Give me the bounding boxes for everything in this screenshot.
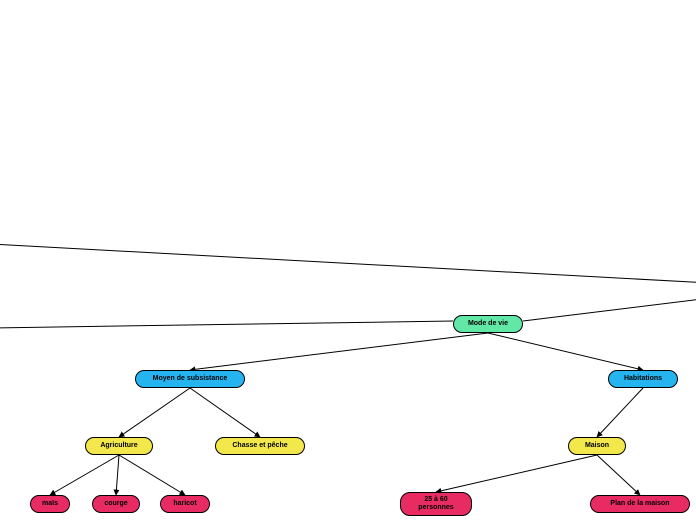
edge <box>50 455 119 495</box>
edge <box>119 388 190 437</box>
node-habit[interactable]: Habitations <box>608 370 678 388</box>
node-pop[interactable]: 25 à 60 personnes <box>400 492 472 516</box>
edge <box>119 455 185 495</box>
node-mais[interactable]: maïs <box>30 495 70 513</box>
node-haricot[interactable]: haricot <box>160 495 210 513</box>
node-maison[interactable]: Maison <box>568 437 626 455</box>
edge <box>597 455 640 495</box>
node-mode[interactable]: Mode de vie <box>453 315 523 333</box>
node-chasse[interactable]: Chasse et pêche <box>215 437 305 455</box>
edge <box>0 244 696 283</box>
node-moyen[interactable]: Moyen de subsistance <box>135 370 245 388</box>
edge <box>116 455 119 495</box>
node-plan[interactable]: Plan de la maison <box>590 495 690 513</box>
edge <box>523 298 696 321</box>
edge <box>488 333 643 370</box>
edge <box>0 321 453 328</box>
node-agri[interactable]: Agriculture <box>85 437 153 455</box>
edge <box>597 388 643 437</box>
edge <box>190 333 488 370</box>
node-courge[interactable]: courge <box>92 495 140 513</box>
mindmap-canvas: Mode de vie Moyen de subsistance Habitatio… <box>0 0 696 520</box>
edge <box>436 455 597 492</box>
edge <box>190 388 260 437</box>
